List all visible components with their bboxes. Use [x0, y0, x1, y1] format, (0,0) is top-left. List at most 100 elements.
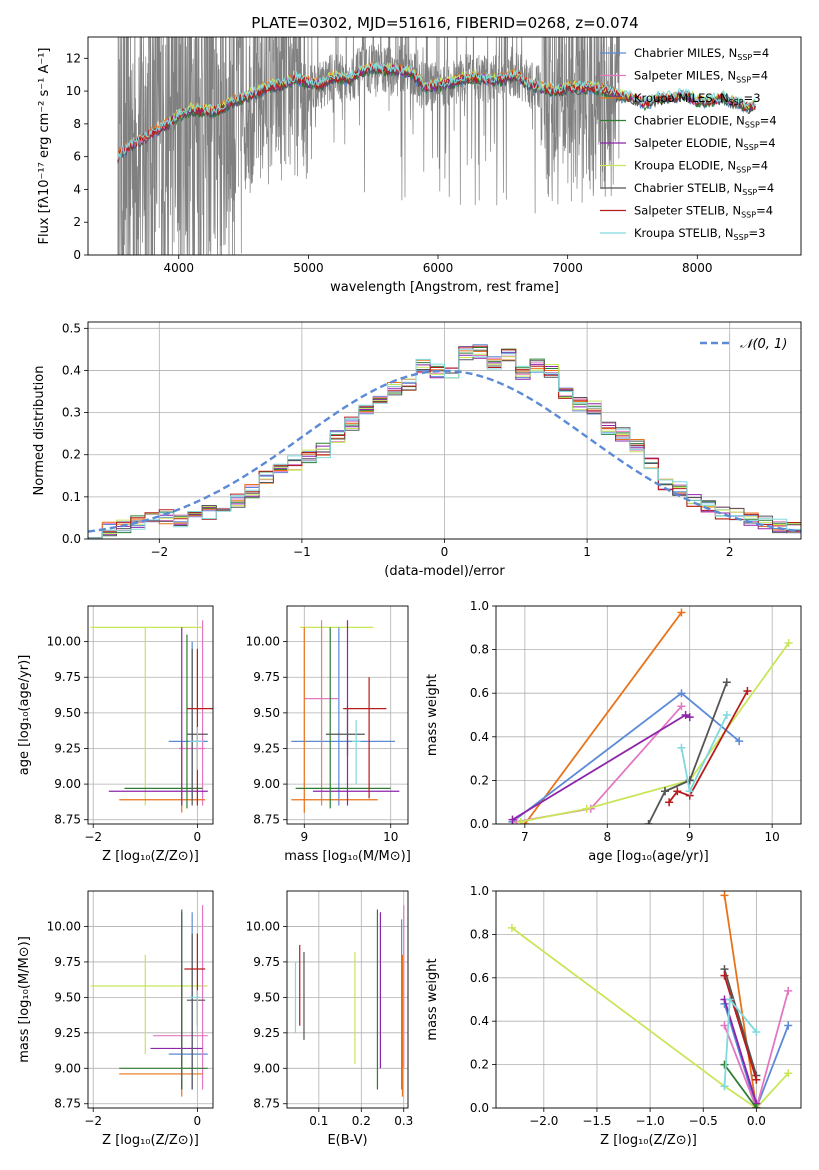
plot-area — [117, 37, 757, 255]
legend-nssp-value: 4 — [761, 69, 768, 83]
series-line — [647, 681, 728, 824]
legend-nssp-value: 4 — [767, 181, 774, 195]
legend-eq: = — [760, 114, 770, 128]
legend-eq: = — [749, 226, 759, 240]
legend-nssp-prefix: , N — [713, 91, 729, 105]
y-tick-label: 0.2 — [62, 448, 81, 462]
x-tick-label: 0.0 — [747, 1114, 766, 1128]
y-tick-label: 9.75 — [253, 955, 280, 969]
x-tick-label: 0.3 — [394, 1114, 413, 1128]
series-line — [511, 927, 789, 1108]
x-tick-label: 10 — [383, 830, 398, 844]
legend-nssp-sub: SSP — [737, 53, 752, 62]
legend-nssp-sub: SSP — [729, 98, 744, 107]
series-point — [685, 787, 694, 796]
series-point — [784, 986, 793, 995]
y-tick-label: 9.50 — [54, 990, 81, 1004]
x-tick-label: −0.5 — [689, 1114, 718, 1128]
y-tick-label: 0.6 — [470, 686, 489, 700]
legend-name: Chabrier MILES — [634, 46, 721, 60]
plot-area — [90, 905, 208, 1097]
legend-nssp-value: 4 — [761, 159, 768, 173]
legend-eq: = — [751, 159, 761, 173]
spectrum-plot: 4000 5000 6000 7000 8000 0 2 4 6 8 10 12 wavelength … — [37, 36, 802, 295]
errorbar-kroupa-stelib — [189, 727, 203, 770]
legend-entry: Kroupa MILES, NSSP=3 — [634, 91, 761, 107]
y-axis-label: Flux [fλ10⁻¹⁷ erg cm⁻² s⁻¹ A⁻¹] — [37, 48, 52, 245]
errorbar-chabrier-elodie — [295, 627, 391, 809]
z-age-plot: −2 0 8.75 9.00 9.25 9.50 9.75 10.00 Z [log₁₀(Z/Z… — [17, 605, 214, 864]
series-point — [677, 702, 686, 711]
legend-entry: Kroupa STELIB, NSSP=3 — [634, 226, 766, 242]
y-tick-label: 0.2 — [470, 1058, 489, 1072]
series-line — [524, 611, 683, 824]
y-tick-label: 9.00 — [54, 777, 81, 791]
errorbar-chabrier-miles — [291, 627, 396, 806]
series-point — [720, 1082, 729, 1091]
legend-name: Kroupa STELIB — [634, 226, 718, 240]
x-tick-label: 9 — [300, 830, 308, 844]
y-tick-label: 9.75 — [54, 670, 81, 684]
series-point — [720, 1021, 729, 1030]
y-tick-label: 9.50 — [54, 706, 81, 720]
legend-name: Salpeter ELODIE — [634, 136, 728, 150]
errorbar-kroupa-elodie — [90, 626, 203, 806]
x-axis-label: Z [log₁₀(Z/Z⊙)] — [600, 1133, 697, 1148]
x-axis-label: Z [log₁₀(Z/Z⊙)] — [102, 849, 199, 864]
series-line — [723, 975, 758, 1081]
legend-eq: = — [757, 181, 767, 195]
y-tick-label: 9.25 — [54, 1026, 81, 1040]
y-tick-label: 0.4 — [470, 1014, 489, 1028]
series-point — [752, 1075, 761, 1084]
mass-age-plot: 9 10 8.75 9.00 9.25 9.50 9.75 10.00 mass [log₁₀(… — [246, 605, 411, 864]
model-spectrum-kroupa-stelib — [117, 61, 757, 160]
series-line — [723, 895, 758, 1108]
y-tick-label: 0.1 — [62, 490, 81, 504]
y-tick-label: 9.00 — [253, 1061, 280, 1075]
errorbar-chabrier-miles — [168, 912, 208, 1090]
legend-name: Salpeter STELIB — [634, 204, 725, 218]
y-tick-label: 0.8 — [470, 927, 489, 941]
series-line — [723, 990, 790, 1108]
y-tick-label: 1.0 — [470, 599, 489, 613]
axes-frame — [495, 605, 802, 825]
legend-nssp-prefix: , N — [728, 136, 744, 150]
errorbar-chabrier-miles — [168, 641, 208, 799]
axes-frame — [286, 890, 409, 1109]
x-tick-label: 0 — [194, 830, 202, 844]
y-tick-label: 0.0 — [470, 817, 489, 831]
x-tick-label: −2 — [84, 1114, 102, 1128]
y-tick-label: 0.3 — [62, 406, 81, 420]
errorbar-kroupa-stelib — [189, 990, 200, 1033]
legend-nssp-sub: SSP — [744, 143, 759, 152]
y-tick-label: 9.00 — [253, 777, 280, 791]
legend-entry: 𝒩(0, 1) — [740, 337, 787, 352]
series-point — [677, 689, 686, 698]
y-tick-label: 9.75 — [253, 670, 280, 684]
series-point — [752, 1028, 761, 1037]
legend: 𝒩(0, 1) — [700, 337, 787, 352]
y-tick-label: 4 — [73, 182, 81, 196]
legend-entry: Salpeter STELIB, NSSP=4 — [634, 204, 773, 220]
x-tick-label: −1 — [293, 545, 311, 559]
legend-eq: = — [752, 46, 762, 60]
series-point — [582, 804, 591, 813]
x-tick-label: −2 — [150, 545, 168, 559]
series-line — [723, 968, 758, 1076]
series-point — [665, 798, 674, 807]
normal-curve — [88, 369, 801, 533]
y-tick-label: 1.0 — [470, 884, 489, 898]
legend-entry: Salpeter MILES, NSSP=4 — [634, 69, 768, 85]
age-weight-plot: 7 8 9 10 0.0 0.2 0.4 0.6 0.8 1.0 age [log₁₀(age/yr… — [425, 599, 802, 864]
axes-frame — [495, 890, 802, 1109]
y-axis-label: mass [log₁₀(M/M⊙)] — [17, 936, 32, 1063]
plot-area — [507, 891, 793, 1108]
x-tick-label: 7 — [521, 830, 529, 844]
series-point — [516, 817, 525, 824]
series-point — [720, 971, 729, 980]
errorbar-salpeter-elodie — [150, 912, 203, 1090]
errorbar-chabrier-stelib — [325, 705, 365, 756]
x-tick-label: −2 — [84, 830, 102, 844]
series-point — [644, 820, 653, 824]
y-tick-label: 10.00 — [246, 635, 280, 649]
